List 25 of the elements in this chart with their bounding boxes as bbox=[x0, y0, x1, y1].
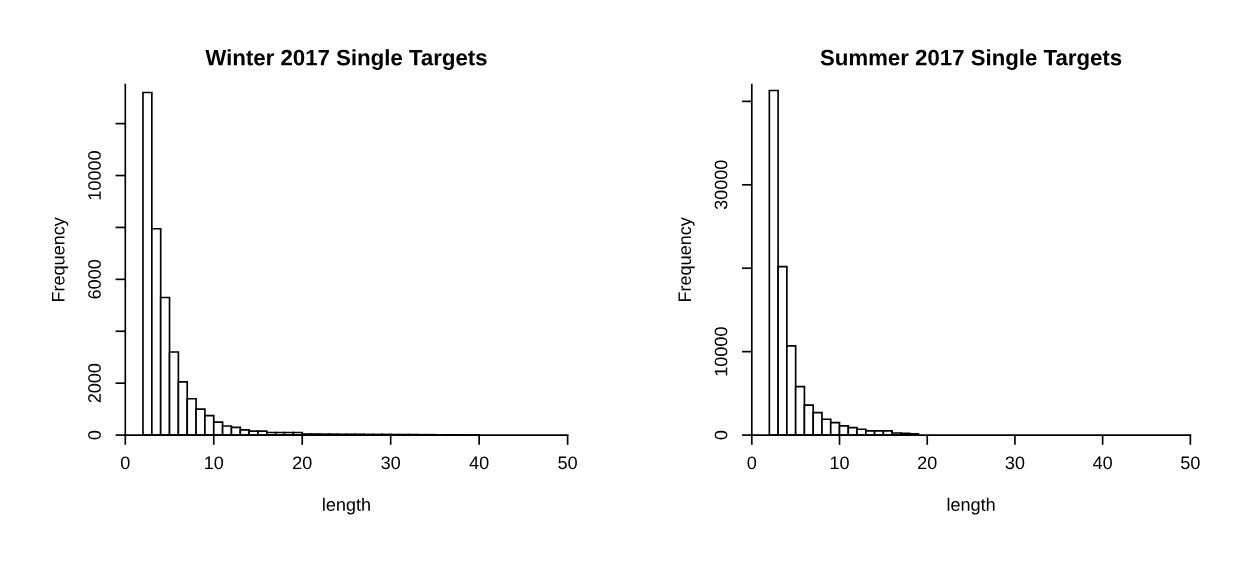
x-tick-label: 40 bbox=[469, 456, 489, 470]
y-tick-label: 0 bbox=[88, 430, 101, 440]
x-tick-label: 0 bbox=[747, 456, 757, 470]
x-axis-title: length bbox=[323, 497, 370, 515]
y-tick-label: 6000 bbox=[88, 259, 101, 299]
x-tick-label: 30 bbox=[1005, 456, 1025, 470]
x-tick-label: 20 bbox=[918, 456, 937, 470]
y-tick-label: 10000 bbox=[88, 151, 101, 200]
x-tick-label: 50 bbox=[1181, 456, 1200, 470]
y-tick-label: 2000 bbox=[88, 363, 101, 403]
x-axis-title: length bbox=[947, 497, 995, 515]
chart-title: Summer 2017 Single Targets bbox=[820, 49, 1122, 70]
y-axis-title: Frequency bbox=[678, 217, 695, 302]
chart-title: Winter 2017 Single Targets bbox=[205, 49, 487, 70]
y-axis-title: Frequency bbox=[52, 217, 69, 302]
x-tick-label: 10 bbox=[830, 456, 849, 470]
x-tick-label: 30 bbox=[381, 456, 401, 470]
x-tick-label: 50 bbox=[558, 456, 577, 470]
x-tick-label: 20 bbox=[293, 456, 312, 470]
x-tick-label: 10 bbox=[205, 456, 224, 470]
x-tick-label: 0 bbox=[120, 456, 130, 470]
y-tick-label: 0 bbox=[714, 430, 728, 440]
x-tick-label: 40 bbox=[1093, 456, 1112, 470]
y-tick-label: 30000 bbox=[714, 160, 728, 210]
y-tick-label: 10000 bbox=[714, 327, 728, 376]
